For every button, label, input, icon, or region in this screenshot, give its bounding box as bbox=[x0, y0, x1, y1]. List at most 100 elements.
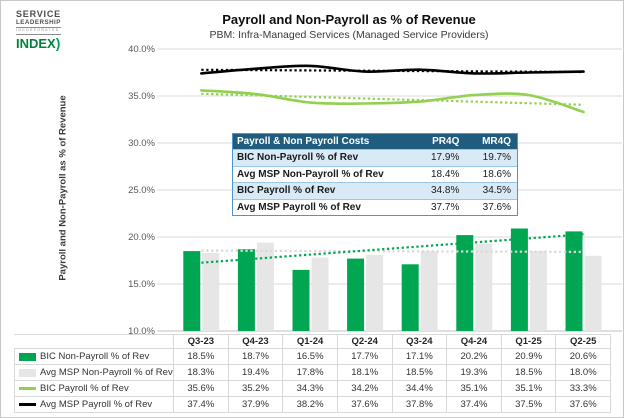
series-value-cell: 19.4% bbox=[228, 365, 284, 381]
bar-avg-msp-non-payroll-of-rev bbox=[475, 243, 493, 331]
legend-item-avg-msp-non-payroll-of-rev: Avg MSP Non-Payroll % of Rev bbox=[14, 365, 174, 381]
series-value-cell: 17.8% bbox=[283, 365, 338, 381]
series-value-cell: 35.1% bbox=[447, 381, 502, 397]
bottom-table-header-row: Q3-23 Q4-23 Q1-24 Q2-24 Q3-24 Q4-24 Q1-25 Q2-25 bbox=[14, 334, 611, 349]
bar-bic-non-payroll-of-rev bbox=[565, 231, 583, 331]
y-tick-label: 10.0% bbox=[128, 325, 155, 337]
overlay-header-pr4q: PR4Q bbox=[432, 136, 460, 147]
bar-avg-msp-non-payroll-of-rev bbox=[202, 253, 220, 331]
series-value-cell: 18.5% bbox=[174, 349, 229, 365]
overlay-row-pr4q-value: 18.4% bbox=[431, 168, 460, 180]
bottom-table-row: Avg MSP Non-Payroll % of Rev 18.3% 19.4% 17… bbox=[14, 365, 611, 381]
overlay-row-pr4q-value: 34.8% bbox=[431, 185, 460, 197]
bottom-table-row: Avg MSP Payroll % of Rev 37.4% 37.9% 38.2% 3… bbox=[14, 397, 611, 413]
overlay-row-mr4q-value: 37.6% bbox=[482, 201, 511, 213]
series-value-cell: 18.7% bbox=[228, 349, 284, 365]
logo-text-incorporated: INCORPORATED bbox=[16, 28, 61, 35]
logo-text-index: INDEX) bbox=[16, 34, 61, 51]
overlay-table-row: Avg MSP Non-Payroll % of Rev 18.4% 18.6% bbox=[233, 165, 517, 183]
y-tick-label: 30.0% bbox=[128, 137, 155, 149]
x-axis-category-label: Q4-23 bbox=[228, 334, 284, 349]
series-value-cell: 35.2% bbox=[228, 381, 284, 397]
overlay-row-label: Avg MSP Payroll % of Rev bbox=[237, 201, 361, 213]
overlay-row-mr4q-value: 18.6% bbox=[482, 168, 511, 180]
bar-avg-msp-non-payroll-of-rev bbox=[366, 254, 384, 331]
legend-label: BIC Non-Payroll % of Rev bbox=[40, 351, 150, 362]
overlay-table-row: BIC Non-Payroll % of Rev 17.9% 19.7% bbox=[233, 149, 517, 166]
series-value-cell: 18.0% bbox=[556, 365, 611, 381]
series-value-cell: 35.1% bbox=[501, 381, 557, 397]
y-tick-label: 40.0% bbox=[128, 43, 155, 55]
series-value-cell: 37.6% bbox=[337, 397, 393, 413]
series-value-cell: 20.6% bbox=[556, 349, 611, 365]
bar-bic-non-payroll-of-rev bbox=[510, 228, 528, 331]
legend-label: Avg MSP Payroll % of Rev bbox=[40, 399, 153, 410]
legend-swatch-icon bbox=[19, 352, 36, 361]
bar-bic-non-payroll-of-rev bbox=[292, 269, 310, 331]
overlay-row-mr4q-value: 34.5% bbox=[482, 185, 511, 197]
line-bic-payroll-of-rev bbox=[200, 89, 585, 114]
service-leadership-index-logo: SERVICE LEADERSHIP INCORPORATED INDEX) bbox=[16, 10, 96, 50]
logo-text-service: SERVICE bbox=[16, 9, 61, 19]
trendline-bic-payroll-of-rev bbox=[201, 92, 584, 106]
series-value-cell: 33.3% bbox=[556, 381, 611, 397]
y-tick-label: 15.0% bbox=[128, 278, 155, 290]
overlay-row-pr4q-value: 17.9% bbox=[431, 152, 460, 164]
series-value-cell: 38.2% bbox=[283, 397, 338, 413]
x-axis-category-label: Q1-24 bbox=[283, 334, 338, 349]
series-value-cell: 37.6% bbox=[556, 397, 611, 413]
series-value-cell: 18.3% bbox=[174, 365, 229, 381]
bottom-table-row: BIC Non-Payroll % of Rev 18.5% 18.7% 16.5% 1… bbox=[14, 349, 611, 365]
legend-item-bic-payroll-of-rev: BIC Payroll % of Rev bbox=[14, 381, 174, 397]
series-value-cell: 37.9% bbox=[228, 397, 284, 413]
bar-bic-non-payroll-of-rev bbox=[237, 249, 255, 331]
legend-line-icon bbox=[19, 387, 36, 390]
summary-overlay-table: Payroll & Non Payroll Costs PR4Q MR4Q BIC N… bbox=[232, 133, 518, 216]
bottom-table-row: BIC Payroll % of Rev 35.6% 35.2% 34.3% 34.2%… bbox=[14, 381, 611, 397]
x-axis-category-label: Q1-25 bbox=[501, 334, 557, 349]
x-axis-category-label: Q3-24 bbox=[392, 334, 448, 349]
bar-bic-non-payroll-of-rev bbox=[347, 258, 365, 331]
series-value-cell: 37.4% bbox=[447, 397, 502, 413]
bar-avg-msp-non-payroll-of-rev bbox=[311, 257, 329, 331]
overlay-row-label: Avg MSP Non-Payroll % of Rev bbox=[237, 168, 384, 180]
series-value-cell: 16.5% bbox=[283, 349, 338, 365]
bar-bic-non-payroll-of-rev bbox=[401, 264, 419, 331]
y-tick-label: 25.0% bbox=[128, 184, 155, 196]
legend-data-table: Q3-23 Q4-23 Q1-24 Q2-24 Q3-24 Q4-24 Q1-25 Q2-25… bbox=[14, 334, 611, 413]
chart-subtitle: PBM: Infra-Managed Services (Managed Ser… bbox=[209, 29, 489, 41]
x-axis-category-label: Q3-23 bbox=[174, 334, 229, 349]
bottom-table-corner-cell bbox=[14, 334, 174, 349]
legend-line-icon bbox=[19, 403, 36, 406]
legend-label: Avg MSP Non-Payroll % of Rev bbox=[40, 367, 173, 378]
bar-avg-msp-non-payroll-of-rev bbox=[529, 251, 547, 331]
legend-item-bic-non-payroll-of-rev: BIC Non-Payroll % of Rev bbox=[14, 349, 174, 365]
series-value-cell: 37.8% bbox=[392, 397, 448, 413]
trendline-avg-msp-non-payroll-of-rev bbox=[201, 249, 584, 253]
x-axis-category-label: Q4-24 bbox=[447, 334, 502, 349]
overlay-table-row: Avg MSP Payroll % of Rev 37.7% 37.6% bbox=[233, 198, 517, 216]
series-value-cell: 18.5% bbox=[392, 365, 448, 381]
legend-label: BIC Payroll % of Rev bbox=[40, 383, 129, 394]
overlay-row-mr4q-value: 19.7% bbox=[482, 152, 511, 164]
bar-avg-msp-non-payroll-of-rev bbox=[584, 255, 602, 331]
series-value-cell: 35.6% bbox=[174, 381, 229, 397]
bar-avg-msp-non-payroll-of-rev bbox=[420, 251, 438, 331]
series-value-cell: 37.4% bbox=[174, 397, 229, 413]
series-value-cell: 17.1% bbox=[392, 349, 448, 365]
series-value-cell: 37.5% bbox=[501, 397, 557, 413]
overlay-table-header-row: Payroll & Non Payroll Costs PR4Q MR4Q bbox=[233, 134, 517, 149]
series-value-cell: 34.4% bbox=[392, 381, 448, 397]
trendline-avg-msp-payroll-of-rev bbox=[201, 68, 584, 74]
y-tick-label: 20.0% bbox=[128, 231, 155, 243]
legend-swatch-icon bbox=[19, 368, 36, 377]
overlay-row-pr4q-value: 37.7% bbox=[431, 201, 460, 213]
plot-area[interactable] bbox=[157, 41, 624, 337]
logo-swoosh-icon: ) bbox=[55, 34, 61, 51]
series-value-cell: 19.3% bbox=[447, 365, 502, 381]
overlay-row-label: BIC Payroll % of Rev bbox=[237, 185, 336, 197]
bar-avg-msp-non-payroll-of-rev bbox=[256, 242, 274, 331]
x-axis-category-label: Q2-24 bbox=[337, 334, 393, 349]
logo-text-leadership: LEADERSHIP bbox=[16, 19, 61, 29]
